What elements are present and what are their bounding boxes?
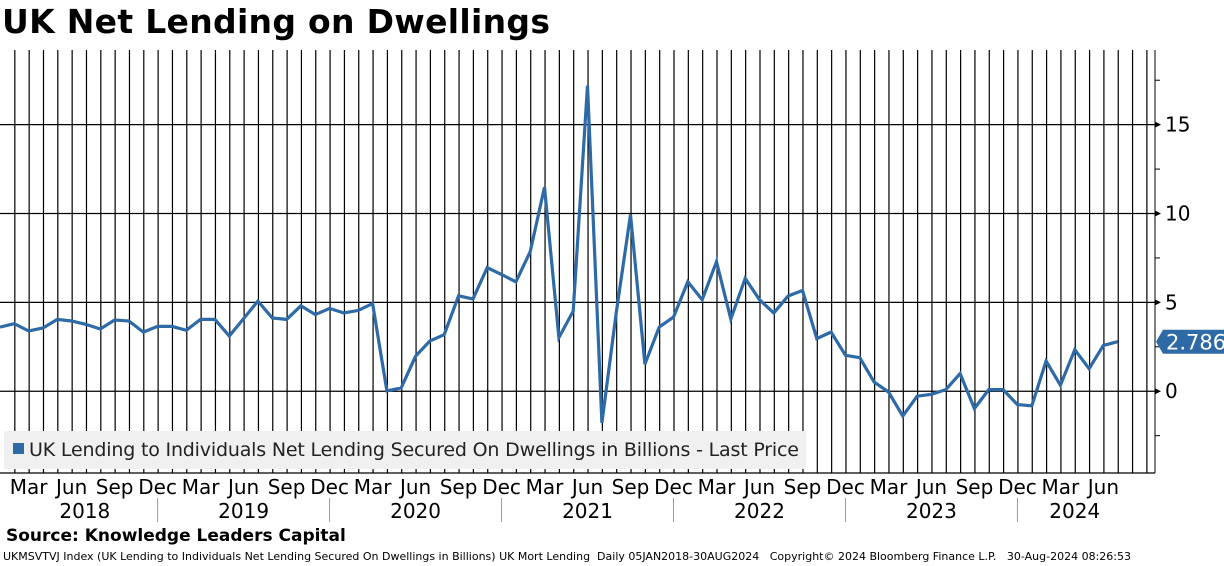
legend-box <box>4 431 806 469</box>
y-tick-label: 5 <box>1165 290 1178 314</box>
x-month-label: Jun <box>742 475 775 499</box>
x-month-label: Sep <box>96 475 134 499</box>
x-month-label: Dec <box>310 475 349 499</box>
last-value-badge <box>1156 329 1224 354</box>
x-month-label: Dec <box>654 475 693 499</box>
x-year-label: 2021 <box>562 499 613 523</box>
x-month-label: Mar <box>870 475 909 499</box>
x-month-label: Dec <box>482 475 521 499</box>
last-value-label: 2.786 <box>1166 331 1224 355</box>
y-tick-arrow <box>1155 299 1161 306</box>
x-month-label: Dec <box>138 475 177 499</box>
x-month-label: Sep <box>956 475 994 499</box>
chart-title: UK Net Lending on Dwellings <box>2 2 551 41</box>
x-month-label: Dec <box>998 475 1037 499</box>
y-tick-arrow <box>1155 210 1161 217</box>
x-month-label: Sep <box>268 475 306 499</box>
x-month-label: Dec <box>826 475 865 499</box>
x-year-label: 2022 <box>734 499 785 523</box>
y-tick-arrow <box>1155 388 1161 395</box>
x-year-label: 2024 <box>1049 499 1100 523</box>
x-year-label: 2018 <box>59 499 110 523</box>
y-tick-label: 0 <box>1165 379 1178 403</box>
legend-label: UK Lending to Individuals Net Lending Se… <box>29 439 799 461</box>
x-month-label: Jun <box>398 475 431 499</box>
bloomberg-footer: UKMSVTVJ Index (UK Lending to Individual… <box>3 550 1131 563</box>
source-note: Source: Knowledge Leaders Capital <box>6 526 346 546</box>
y-tick-arrow <box>1155 121 1161 128</box>
x-month-label: Mar <box>354 475 393 499</box>
x-year-label: 2019 <box>218 499 269 523</box>
x-year-label: 2020 <box>390 499 441 523</box>
x-month-label: Jun <box>914 475 947 499</box>
x-month-label: Mar <box>526 475 565 499</box>
x-month-label: Jun <box>1086 475 1119 499</box>
x-year-label: 2023 <box>906 499 957 523</box>
x-month-label: Sep <box>440 475 478 499</box>
x-month-label: Mar <box>182 475 221 499</box>
x-month-label: Mar <box>698 475 737 499</box>
x-month-label: Mar <box>10 475 49 499</box>
y-tick-label: 15 <box>1165 113 1190 137</box>
x-month-label: Jun <box>226 475 259 499</box>
y-tick-label: 10 <box>1165 202 1190 226</box>
x-month-label: Jun <box>54 475 87 499</box>
x-month-label: Sep <box>612 475 650 499</box>
legend-swatch <box>13 443 24 454</box>
x-month-label: Jun <box>570 475 603 499</box>
x-month-label: Sep <box>784 475 822 499</box>
x-month-label: Mar <box>1042 475 1081 499</box>
